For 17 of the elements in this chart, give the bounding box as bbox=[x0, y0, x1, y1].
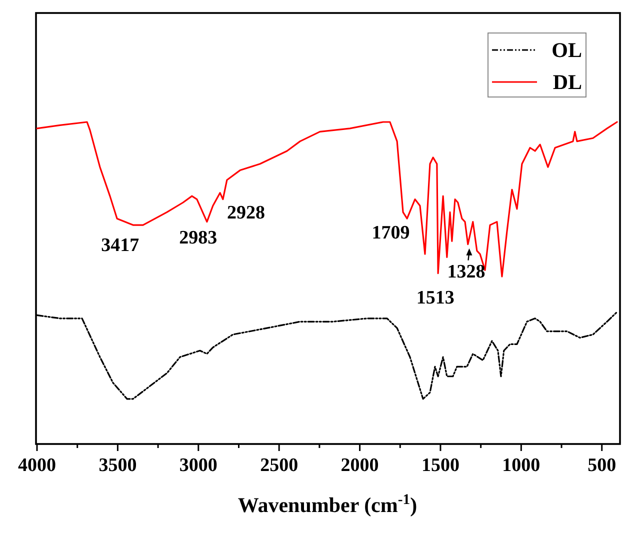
x-tick-label: 3500 bbox=[98, 455, 137, 476]
legend-label: DL bbox=[552, 70, 582, 94]
annotation: 2983 bbox=[179, 228, 218, 249]
x-tick-label: 3000 bbox=[179, 455, 218, 476]
x-tick-label: 1000 bbox=[502, 455, 540, 476]
x-tick-label: 500 bbox=[588, 455, 616, 476]
legend-label: OL bbox=[552, 38, 582, 62]
x-tick-label: 2000 bbox=[340, 455, 379, 476]
annotation: 1513 bbox=[416, 287, 454, 308]
x-tick-label: 4000 bbox=[18, 455, 56, 476]
x-tick-label: 2500 bbox=[260, 455, 298, 476]
x-tick-label: 1500 bbox=[421, 455, 460, 476]
annotation: 2928 bbox=[227, 202, 266, 224]
annotation: 3417 bbox=[101, 235, 140, 256]
annotation: 1709 bbox=[372, 222, 410, 244]
x-axis-title: Wavenumber (cm$^{-1}$) bbox=[238, 492, 418, 517]
annotation: 1328 bbox=[447, 261, 486, 282]
